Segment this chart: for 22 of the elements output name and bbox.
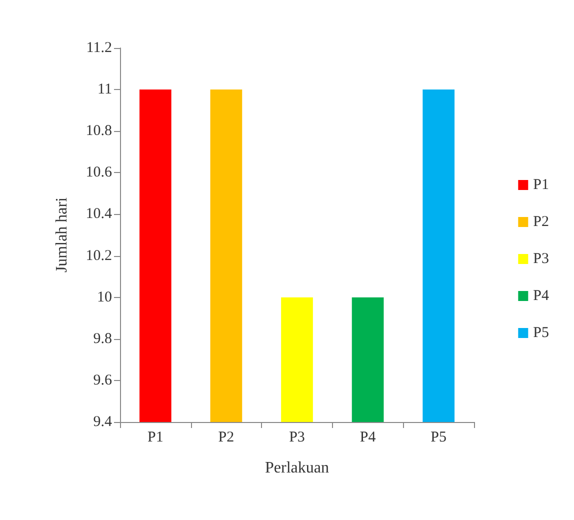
y-tick-label: 10 (97, 289, 112, 306)
x-tick-label: P3 (289, 430, 305, 446)
x-tick-label: P4 (360, 430, 376, 446)
x-axis-title: Perlakuan (265, 460, 329, 476)
legend-label: P4 (533, 288, 550, 304)
y-tick-label: 11.2 (86, 40, 112, 56)
y-tick-label: 10.6 (86, 164, 112, 181)
x-tick-label: P5 (430, 430, 447, 446)
legend-label: P2 (533, 214, 549, 230)
legend-label: P5 (533, 325, 549, 341)
legend-label: P1 (533, 177, 549, 193)
y-tick-label: 10.2 (86, 248, 112, 264)
y-tick-label: 11 (98, 82, 112, 98)
y-tick-label: 9.8 (93, 330, 112, 347)
y-tick-label: 10.4 (86, 206, 112, 222)
legend-label: P3 (533, 251, 549, 267)
y-axis-title: Jumlah hari (54, 196, 70, 273)
y-tick-label: 9.6 (93, 372, 112, 388)
y-tick-label: 10.8 (86, 123, 112, 140)
x-tick-label: P1 (147, 430, 164, 446)
x-tick-label: P2 (218, 430, 234, 446)
y-tick-label: 9.4 (93, 414, 112, 430)
